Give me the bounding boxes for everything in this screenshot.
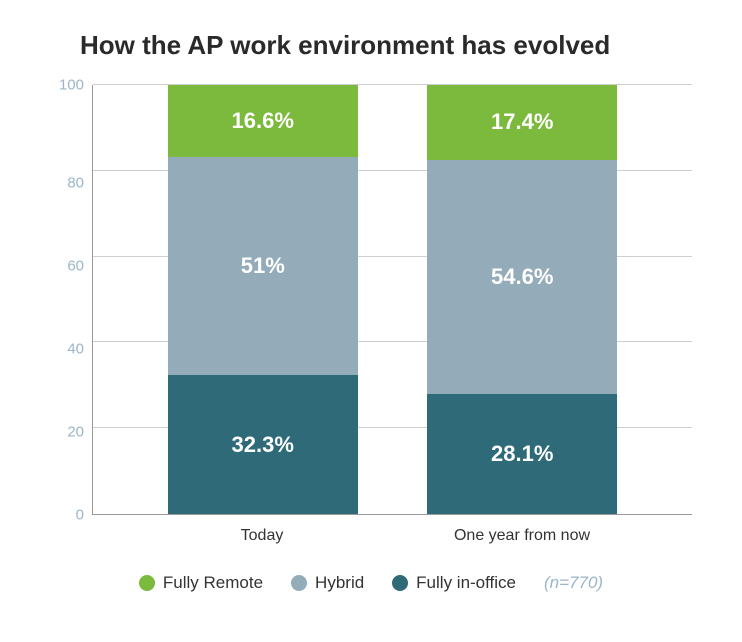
x-axis: Today One year from now: [92, 527, 692, 545]
legend: Fully Remote Hybrid Fully in-office (n=7…: [50, 573, 692, 593]
y-tick: 80: [67, 176, 84, 191]
chart-container: How the AP work environment has evolved …: [0, 0, 742, 642]
swatch-icon: [392, 575, 408, 591]
x-label: Today: [167, 527, 357, 545]
y-tick: 40: [67, 342, 84, 357]
y-tick: 100: [59, 78, 84, 93]
legend-item-fully-in-office: Fully in-office: [392, 573, 516, 593]
seg-fully-in-office: 28.1%: [427, 394, 617, 514]
y-tick: 60: [67, 259, 84, 274]
bar-one-year: 28.1% 54.6% 17.4%: [427, 85, 617, 514]
chart-title: How the AP work environment has evolved: [80, 30, 692, 61]
legend-label: Hybrid: [315, 573, 364, 593]
y-tick: 0: [76, 508, 84, 523]
x-labels: Today One year from now: [92, 527, 692, 545]
bars-group: 32.3% 51% 16.6% 28.1% 54.6% 17.4%: [93, 85, 692, 514]
bar-today: 32.3% 51% 16.6%: [168, 85, 358, 514]
swatch-icon: [291, 575, 307, 591]
plot-row: 100 80 60 40 20 0 32.3% 51% 16.6% 28.1%: [50, 85, 692, 515]
seg-fully-remote: 17.4%: [427, 85, 617, 160]
y-axis: 100 80 60 40 20 0: [50, 85, 92, 515]
legend-label: Fully in-office: [416, 573, 516, 593]
seg-fully-in-office: 32.3%: [168, 375, 358, 514]
legend-item-fully-remote: Fully Remote: [139, 573, 263, 593]
sample-size-footnote: (n=770): [544, 573, 603, 593]
plot-area: 32.3% 51% 16.6% 28.1% 54.6% 17.4%: [92, 85, 692, 515]
swatch-icon: [139, 575, 155, 591]
seg-fully-remote: 16.6%: [168, 85, 358, 156]
legend-label: Fully Remote: [163, 573, 263, 593]
seg-hybrid: 51%: [168, 157, 358, 376]
x-label: One year from now: [427, 527, 617, 545]
legend-item-hybrid: Hybrid: [291, 573, 364, 593]
seg-hybrid: 54.6%: [427, 160, 617, 394]
y-tick: 20: [67, 425, 84, 440]
